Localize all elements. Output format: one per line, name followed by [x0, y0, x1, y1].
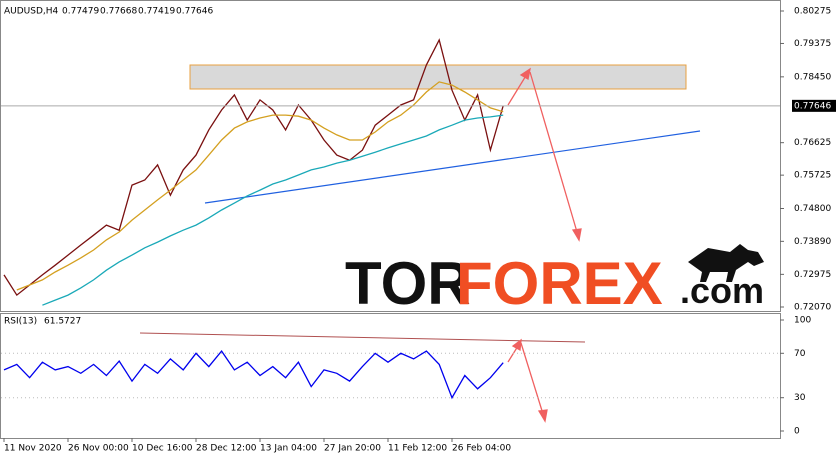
y-tick-label: 0.72975 [794, 270, 831, 280]
rsi-title: RSI(13) [4, 317, 37, 327]
x-tick-label: 27 Jan 20:00 [324, 444, 381, 454]
series-line [16, 81, 504, 291]
y-tick-label: 0.78450 [794, 72, 831, 82]
x-tick-label: 11 Feb 12:00 [388, 444, 447, 454]
x-tick-label: 26 Feb 04:00 [452, 444, 511, 454]
last-price-box [792, 99, 836, 112]
forecast-arrows [507, 67, 582, 423]
x-tick-label: 13 Jan 04:00 [260, 444, 317, 454]
y-tick-label: 70 [794, 349, 806, 359]
y-tick-label: 100 [794, 316, 811, 326]
y-tick-label: 0.74800 [794, 204, 831, 214]
y-tick-label: 0.75725 [794, 171, 831, 181]
series-line [42, 114, 504, 306]
y-tick-label: 30 [794, 393, 806, 403]
x-tick-label: 10 Dec 16:00 [132, 444, 193, 454]
ohlc-high: 0.77668 [100, 7, 137, 17]
rsi-panel-frame [0, 313, 781, 439]
watermark-tor: TOR [345, 250, 471, 317]
last-price-label: 0.77646 [794, 101, 831, 111]
symbol-title: AUDUSD,H4 [4, 7, 59, 17]
ohlc-close: 0.77646 [176, 7, 213, 17]
rsi-last: 61.5727 [44, 317, 81, 327]
y-tick-label: 0.76625 [794, 138, 831, 148]
bull-icon [688, 244, 764, 282]
x-tick-label: 26 Nov 00:00 [68, 444, 129, 454]
watermark: TOR FOREX .com [345, 244, 764, 317]
price-panel-frame [0, 0, 781, 312]
watermark-domain: .com [680, 270, 764, 311]
ohlc-low: 0.77419 [138, 7, 175, 17]
ohlc-open: 0.77479 [62, 7, 99, 17]
y-tick-label: 0 [794, 427, 800, 437]
support-trendline [204, 130, 701, 204]
series-line [3, 350, 504, 400]
x-tick-label: 11 Nov 2020 [4, 444, 62, 454]
y-tick-label: 0.79375 [794, 39, 831, 49]
series-line [3, 38, 504, 297]
x-tick-label: 28 Dec 12:00 [196, 444, 257, 454]
watermark-forex: FOREX [456, 250, 663, 317]
y-tick-label: 0.80275 [794, 7, 831, 17]
rsi-trendline [139, 332, 586, 343]
resistance-zone [189, 64, 687, 90]
y-tick-label: 0.72070 [794, 303, 831, 313]
y-tick-label: 0.73890 [794, 237, 831, 247]
